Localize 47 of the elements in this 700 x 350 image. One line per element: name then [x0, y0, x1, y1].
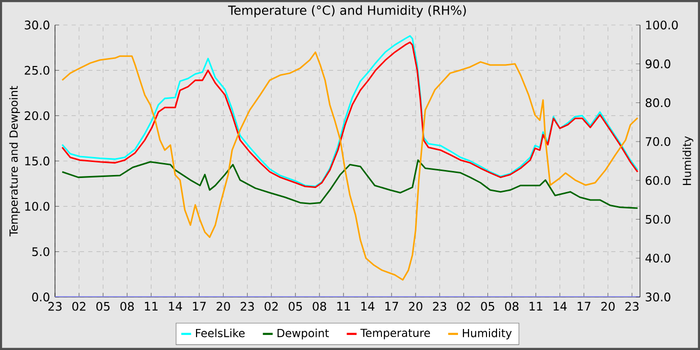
x-tick-label: 02 [72, 302, 86, 311]
x-tick-label: 23 [433, 302, 446, 311]
legend-label: Temperature [360, 328, 430, 340]
x-tick-label: 11 [530, 302, 542, 310]
x-tick-label: 02 [457, 302, 470, 311]
y2-tick-label: 60.0 [646, 176, 670, 185]
y2-tick-label: 100.0 [646, 20, 678, 30]
x-tick-label: 17 [385, 302, 398, 310]
legend-label: Dewpoint [278, 328, 329, 340]
y2-tick-label: 40.0 [645, 254, 670, 263]
y-tick-label: 15.0 [25, 156, 50, 166]
x-tick-label: 05 [481, 302, 494, 311]
x-tick-label: 08 [505, 302, 518, 311]
y2-tick-label: 90.0 [646, 59, 670, 68]
x-tick-label: 17 [578, 302, 590, 310]
x-tick-label: 20 [216, 302, 230, 311]
chart-title: Temperature (°C) and Humidity (RH%) [228, 5, 466, 18]
x-tick-label: 05 [288, 302, 302, 311]
x-tick-label: 23 [240, 302, 254, 311]
y-tick-label: 0.0 [32, 292, 50, 302]
y-tick-label: 25.0 [24, 66, 50, 75]
x-tick-label: 14 [169, 302, 182, 310]
x-tick-label: 23 [48, 302, 62, 311]
x-tick-label: 17 [193, 302, 206, 310]
y2-tick-label: 80.0 [646, 98, 670, 108]
x-tick-label: 14 [361, 302, 374, 310]
x-tick-label: 20 [601, 302, 615, 311]
x-tick-label: 14 [554, 302, 567, 310]
legend-label: Humidity [462, 328, 512, 340]
y-axis-title: Temperature and Dewpoint [9, 86, 20, 236]
x-tick-label: 08 [120, 302, 134, 311]
y2-tick-label: 70.0 [646, 137, 670, 146]
x-tick-label: 02 [264, 302, 278, 311]
x-tick-label: 08 [312, 302, 326, 311]
x-tick-label: 05 [96, 302, 110, 311]
x-tick-label: 23 [625, 302, 639, 311]
x-tick-label: 11 [144, 302, 158, 310]
y2-tick-label: 30.0 [646, 292, 670, 302]
x-tick-label: 11 [337, 302, 350, 310]
y-tick-label: 20.0 [24, 111, 50, 120]
y-tick-label: 10.0 [25, 202, 50, 211]
y2-axis-title: Humidity [682, 136, 694, 186]
y-tick-label: 30.0 [24, 20, 50, 30]
x-tick-label: 20 [409, 302, 422, 311]
y-tick-label: 5.0 [32, 247, 50, 256]
legend-label: FeelsLike [196, 328, 245, 338]
y2-tick-label: 50.0 [646, 214, 670, 224]
